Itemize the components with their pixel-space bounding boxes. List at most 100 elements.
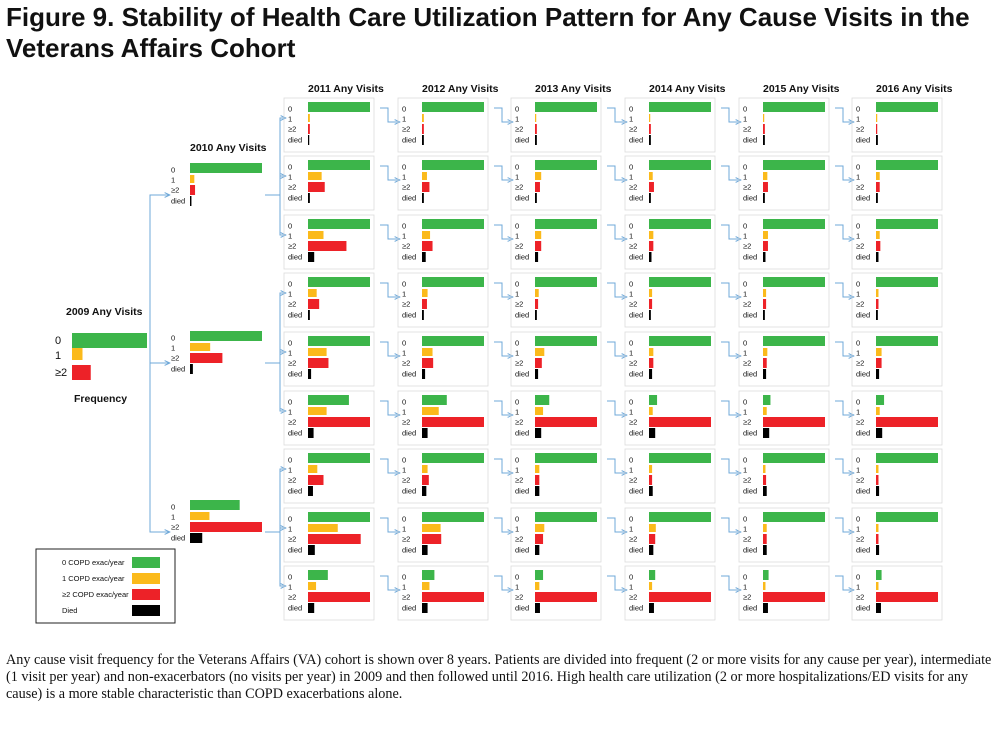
panel-row-8-col-0-bar-two-plus <box>308 592 370 602</box>
panel-row-2-col-4-tick-label: 0 <box>743 222 747 231</box>
panel-row-5-col-3-frame <box>624 390 716 446</box>
panel-row-8-col-2-tick-label: 0 <box>515 573 519 582</box>
panel-row-8-col-3-tick-label: 0 <box>629 573 633 582</box>
panel-row-8-col-3-tick-label: died <box>629 604 643 613</box>
panel-row-6-col-0-tick-label: died <box>288 487 302 496</box>
panel-row-6-col-4-tick-label: ≥2 <box>743 476 751 485</box>
panel-row-5-col-3-tick-label: ≥2 <box>629 418 637 427</box>
panel-row-2-col-2-bar-two-plus <box>535 241 542 251</box>
panel-row-0-col-3-tick-label: 0 <box>629 105 633 114</box>
panel-row-8-col-3-bar-two-plus <box>649 592 711 602</box>
panel-row-6-col-5-tick-label: ≥2 <box>856 476 864 485</box>
panel-row-2-col-3-bar-zero <box>649 219 711 229</box>
panel-row-7-col-2-frame <box>510 507 602 563</box>
panel-row-3-col-3-bar-died <box>649 310 651 320</box>
panel-row-1-col-1-bar-zero <box>422 160 484 170</box>
panel-row-7-col-4-tick-label: ≥2 <box>743 535 751 544</box>
panel-row-6-col-1-tick-label: died <box>402 487 416 496</box>
panel-row-3-col-5-bar-died <box>876 310 878 320</box>
panel-row-4-col-4-tick-label: 1 <box>743 349 747 358</box>
panel-row-8-col-4-tick-label: 1 <box>743 583 747 592</box>
panel-row-8-col-0-tick-label: 1 <box>288 583 292 592</box>
panel-row-4-col-2-bar-zero <box>535 336 597 346</box>
panel-row-7-col-2-tick-label: ≥2 <box>515 535 523 544</box>
panel-row-6-col-2-frame <box>510 448 602 504</box>
arrow-row-5-col-4 <box>835 400 854 415</box>
panel-row-2-col-3-frame <box>624 214 716 270</box>
panel-row-6-col-2-tick-label: 0 <box>515 456 519 465</box>
panel-row-0-col-2-tick-label: died <box>515 136 529 145</box>
panel-row-0-col-5-tick-label: 0 <box>856 105 860 114</box>
panel-row-4-col-3-tick-label: died <box>629 370 643 379</box>
panel-row-5-col-4-tick-label: died <box>743 429 757 438</box>
panel-row-3-col-3-tick-label: ≥2 <box>629 300 637 309</box>
panel-row-8-col-4-bar-died <box>763 603 768 613</box>
panel-row-2-col-2-tick-label: died <box>515 253 529 262</box>
panel-row-2-col-0-tick-label: ≥2 <box>288 242 296 251</box>
panel-row-8-col-4-bar-zero <box>763 570 769 580</box>
panel-row-7-col-5-bar-two-plus <box>876 534 879 544</box>
panel-row-6-col-2-tick-label: 1 <box>515 466 519 475</box>
panel-row-1-col-2-tick-label: ≥2 <box>515 183 523 192</box>
panel-row-2-col-4-bar-one <box>763 231 768 239</box>
panel-row-8-col-3-bar-zero <box>649 570 656 580</box>
panel-row-7-col-3-tick-label: ≥2 <box>629 535 637 544</box>
panel-row-4-col-0-bar-one <box>308 348 327 356</box>
level1-panel-2-tick-label: ≥2 <box>171 523 179 532</box>
panel-row-1-col-4-bar-died <box>763 193 765 203</box>
panel-row-0-col-0-tick-label: died <box>288 136 302 145</box>
panel-row-3-col-1-bar-died <box>422 310 424 320</box>
panel-row-4-col-4-tick-label: 0 <box>743 339 747 348</box>
arrow-row-3-col-4 <box>835 282 854 297</box>
panel-row-3-col-5-bar-one <box>876 289 879 297</box>
arrow-2010-to-2011-row-2 <box>265 194 286 235</box>
panel-row-5-col-5-bar-died <box>876 428 883 438</box>
panel-row-7-col-1-tick-label: 1 <box>402 525 406 534</box>
panel-row-2-col-4-bar-two-plus <box>763 241 768 251</box>
panel-row-4-col-2-bar-one <box>535 348 545 356</box>
year-title-2014: 2014 Any Visits <box>649 83 726 95</box>
panel-row-2-col-4-bar-zero <box>763 219 825 229</box>
arrow-row-4-col-3 <box>721 341 741 356</box>
arrow-row-8-col-3 <box>721 575 741 590</box>
panel-row-2-col-1-tick-label: ≥2 <box>402 242 410 251</box>
panel-row-7-col-0-tick-label: 0 <box>288 515 292 524</box>
panel-row-5-col-0-tick-label: died <box>288 429 302 438</box>
panel-row-7-col-0-tick-label: died <box>288 546 302 555</box>
panel-row-2-col-2-bar-zero <box>535 219 597 229</box>
arrow-row-3-col-3 <box>721 282 741 297</box>
panel-row-3-col-2-bar-died <box>535 310 537 320</box>
panel-row-5-col-5-bar-zero <box>876 395 885 405</box>
panel-row-5-col-0-bar-zero <box>308 395 349 405</box>
panel-row-8-col-1-bar-died <box>422 603 428 613</box>
panel-row-7-col-5-bar-zero <box>876 512 938 522</box>
panel-row-4-col-3-bar-two-plus <box>649 358 654 368</box>
panel-row-1-col-5-tick-label: ≥2 <box>856 183 864 192</box>
panel-row-2-col-5-bar-two-plus <box>876 241 881 251</box>
year-title-2016: 2016 Any Visits <box>876 83 953 95</box>
panel-row-0-col-5-tick-label: ≥2 <box>856 125 864 134</box>
panel-row-7-col-3-tick-label: 0 <box>629 515 633 524</box>
panel-row-4-col-1-bar-zero <box>422 336 484 346</box>
panel-row-0-col-2-bar-died <box>535 135 537 145</box>
panel-row-3-col-5-tick-label: ≥2 <box>856 300 864 309</box>
panel-row-1-col-3-bar-zero <box>649 160 711 170</box>
panel-row-8-col-5-tick-label: 1 <box>856 583 860 592</box>
panel-row-8-col-5-tick-label: ≥2 <box>856 593 864 602</box>
panel-row-1-col-3-tick-label: ≥2 <box>629 183 637 192</box>
panel-row-1-col-0-bar-two-plus <box>308 182 325 192</box>
arrow-2010-to-2011-row-8 <box>265 531 286 586</box>
panel-row-5-col-1-bar-one <box>422 407 439 415</box>
panel-row-5-col-0-tick-label: 0 <box>288 398 292 407</box>
arrow-row-1-col-3 <box>721 165 741 180</box>
panel-row-4-col-2-frame <box>510 331 602 387</box>
panel-row-5-col-3-tick-label: 0 <box>629 398 633 407</box>
panel-row-8-col-5-bar-two-plus <box>876 592 938 602</box>
panel-row-1-col-5-tick-label: 0 <box>856 163 860 172</box>
panel-row-5-col-0-tick-label: ≥2 <box>288 418 296 427</box>
arrow-row-8-col-1 <box>494 575 513 590</box>
panel-row-6-col-4-bar-zero <box>763 453 825 463</box>
arrow-row-4-col-2 <box>607 341 627 356</box>
level1-panel-0-tick-label: ≥2 <box>171 186 179 195</box>
panel-row-4-col-1-bar-died <box>422 369 426 379</box>
